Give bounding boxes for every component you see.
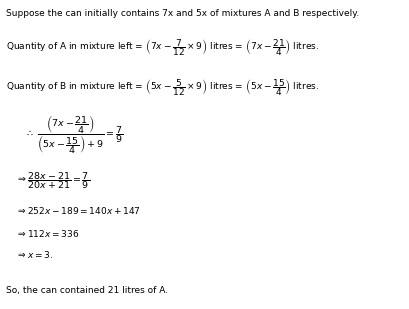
Text: Quantity of B in mixture left = $\left(5x - \dfrac{5}{12} \times 9\right)$ litre: Quantity of B in mixture left = $\left(5…: [6, 78, 319, 99]
Text: $\Rightarrow 112x = 336$: $\Rightarrow 112x = 336$: [16, 228, 79, 239]
Text: Quantity of A in mixture left = $\left(7x - \dfrac{7}{12} \times 9\right)$ litre: Quantity of A in mixture left = $\left(7…: [6, 37, 319, 58]
Text: $\Rightarrow \dfrac{28x - 21}{20x + 21} = \dfrac{7}{9}$: $\Rightarrow \dfrac{28x - 21}{20x + 21} …: [16, 170, 90, 191]
Text: $\therefore\; \dfrac{\left(7x - \dfrac{21}{4}\right)}{\left(5x - \dfrac{15}{4}\r: $\therefore\; \dfrac{\left(7x - \dfrac{2…: [25, 113, 122, 156]
Text: $\Rightarrow 252x - 189 = 140x + 147$: $\Rightarrow 252x - 189 = 140x + 147$: [16, 205, 141, 216]
Text: $\Rightarrow x = 3.$: $\Rightarrow x = 3.$: [16, 249, 53, 260]
Text: Suppose the can initially contains 7x and 5x of mixtures A and B respectively.: Suppose the can initially contains 7x an…: [6, 9, 359, 19]
Text: So, the can contained 21 litres of A.: So, the can contained 21 litres of A.: [6, 286, 168, 295]
